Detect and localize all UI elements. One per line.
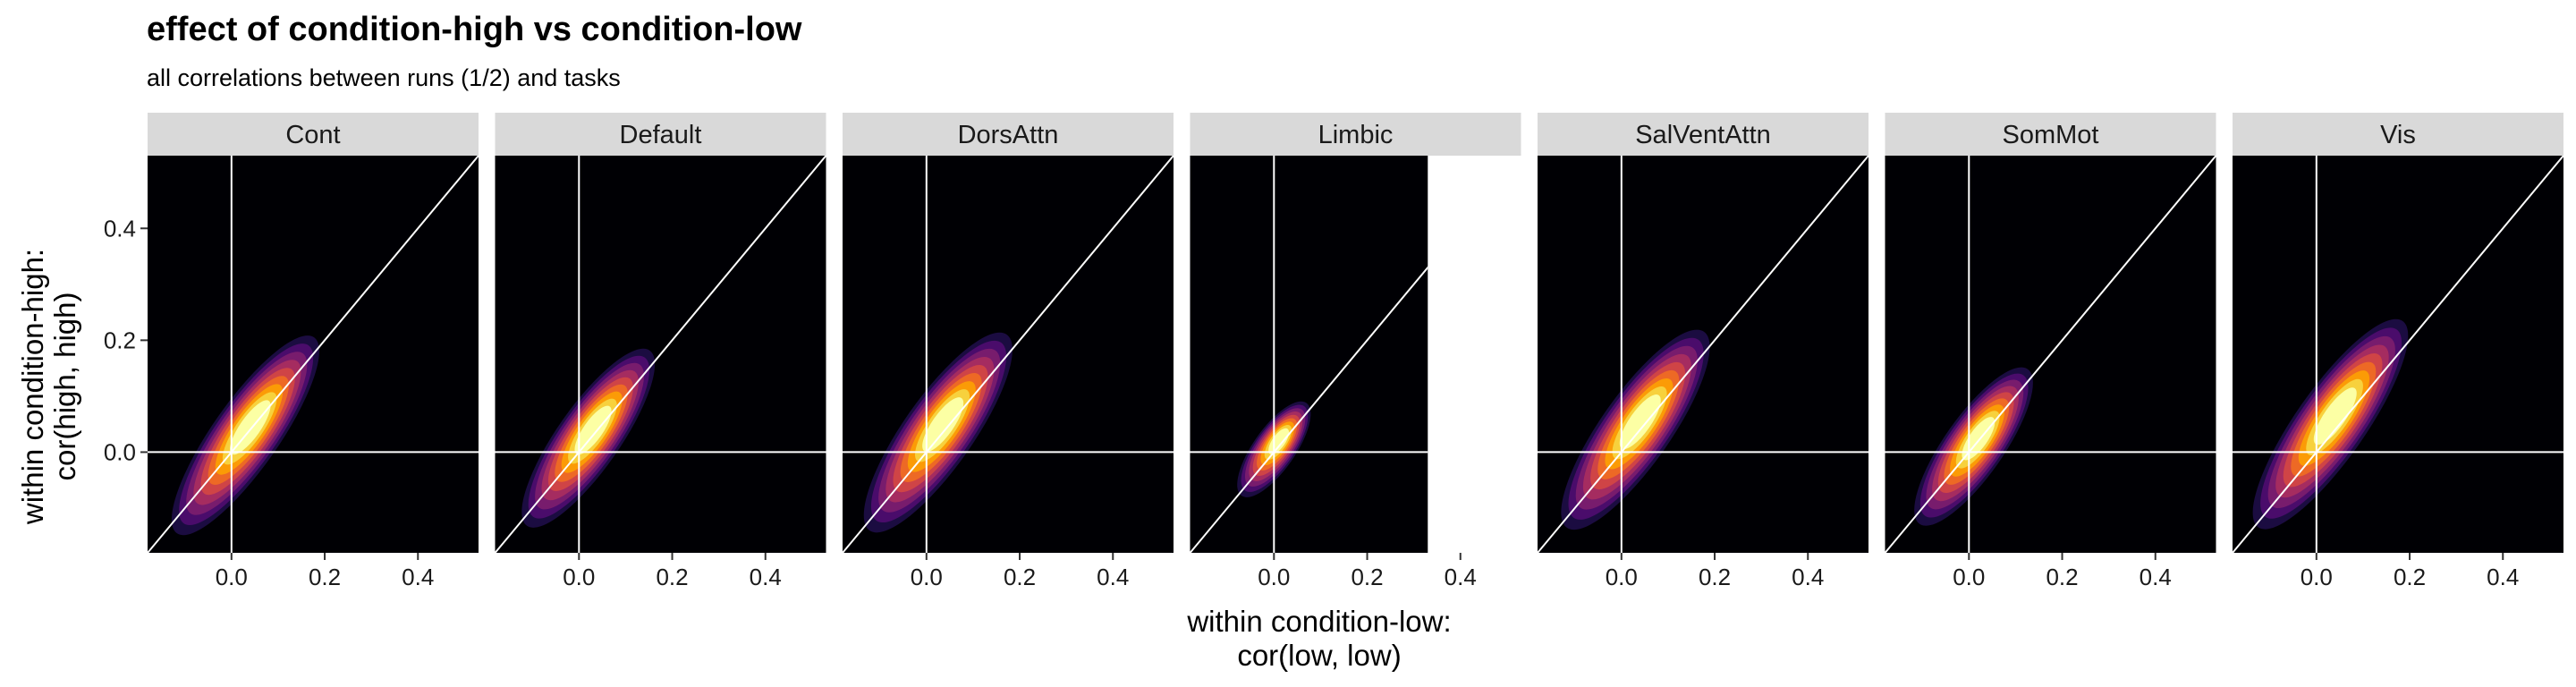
facet-strip (1885, 113, 2216, 156)
x-tick-label: 0.2 (656, 564, 688, 590)
facet-strip-label: Limbic (1318, 121, 1394, 149)
x-tick-label: 0.0 (911, 564, 943, 590)
ref-line-identity (2233, 156, 2563, 553)
x-tick-label: 0.4 (1445, 564, 1477, 590)
ref-line-identity (1885, 156, 2216, 553)
y-axis-title-line1: within condition-high: (16, 249, 49, 525)
facet-strip-label: SalVentAttn (1635, 121, 1771, 149)
ref-line-identity (1538, 156, 1868, 553)
x-tick-label: 0.4 (1792, 564, 1824, 590)
x-tick-label: 0.2 (2394, 564, 2426, 590)
x-tick-label: 0.4 (1097, 564, 1129, 590)
chart-title: effect of condition-high vs condition-lo… (147, 11, 802, 48)
x-tick-label: 0.2 (1004, 564, 1036, 590)
facet-strip-label: Vis (2380, 121, 2416, 149)
ref-line-identity (843, 156, 1174, 553)
facet-default: Default 0.0 0.2 0.4 (495, 113, 826, 590)
density-level-9 (574, 405, 612, 455)
density-level-9 (2313, 387, 2357, 445)
ref-line-identity (1190, 266, 1428, 553)
facet-strip (2233, 113, 2563, 156)
facet-strip (148, 113, 479, 156)
x-tick-label: 0.0 (2301, 564, 2333, 590)
facet-cont: Cont 0.0 0.2 0.4 0.0 0.2 0.4 (104, 113, 479, 590)
facet-strip (1538, 113, 1868, 156)
x-tick-label: 0.0 (216, 564, 248, 590)
panel-background (1190, 156, 1428, 553)
facet-dorsattn: DorsAttn 0.0 0.2 0.4 (843, 113, 1174, 590)
facet-vis: Vis 0.0 0.2 0.4 (2233, 113, 2563, 590)
density-level-9 (922, 397, 964, 453)
facet-strip-label: Default (620, 121, 702, 149)
density-level-9 (1619, 394, 1661, 450)
facet-strip (843, 113, 1174, 156)
x-axis-title-line2: cor(low, low) (1237, 639, 1401, 672)
x-tick-label: 0.4 (2140, 564, 2172, 590)
y-tick-label: 0.4 (104, 215, 136, 242)
chart-subtitle: all correlations between runs (1/2) and … (147, 64, 621, 91)
y-tick-label: 0.0 (104, 438, 136, 465)
facet-strip (1190, 113, 1521, 156)
x-tick-label: 0.2 (2046, 564, 2078, 590)
ref-line-identity (495, 156, 826, 553)
x-tick-label: 0.0 (1953, 564, 1985, 590)
facet-sommot: SomMot 0.0 0.2 0.4 (1885, 113, 2216, 590)
facet-strip-label: Cont (285, 121, 340, 149)
y-tick-label: 0.2 (104, 327, 136, 353)
x-tick-label: 0.4 (750, 564, 782, 590)
x-tick-label: 0.2 (309, 564, 341, 590)
facet-strip-label: DorsAttn (958, 121, 1059, 149)
facet-limbic: Limbic 0.0 0.2 0.4 (1190, 113, 1521, 590)
x-tick-label: 0.2 (1699, 564, 1731, 590)
x-tick-label: 0.0 (1258, 564, 1290, 590)
facet-salventattn: SalVentAttn 0.0 0.2 0.4 (1538, 113, 1868, 590)
x-tick-label: 0.0 (563, 564, 595, 590)
x-tick-label: 0.2 (1351, 564, 1383, 590)
y-axis-title-line2: cor(high, high) (48, 293, 81, 481)
ref-line-identity (148, 156, 479, 553)
x-tick-label: 0.4 (402, 564, 434, 590)
x-tick-label: 0.4 (2487, 564, 2519, 590)
x-tick-label: 0.0 (1606, 564, 1638, 590)
facet-strip-label: SomMot (2003, 121, 2099, 149)
x-axis-title-line1: within condition-low: (1186, 605, 1451, 638)
facet-strip (495, 113, 826, 156)
